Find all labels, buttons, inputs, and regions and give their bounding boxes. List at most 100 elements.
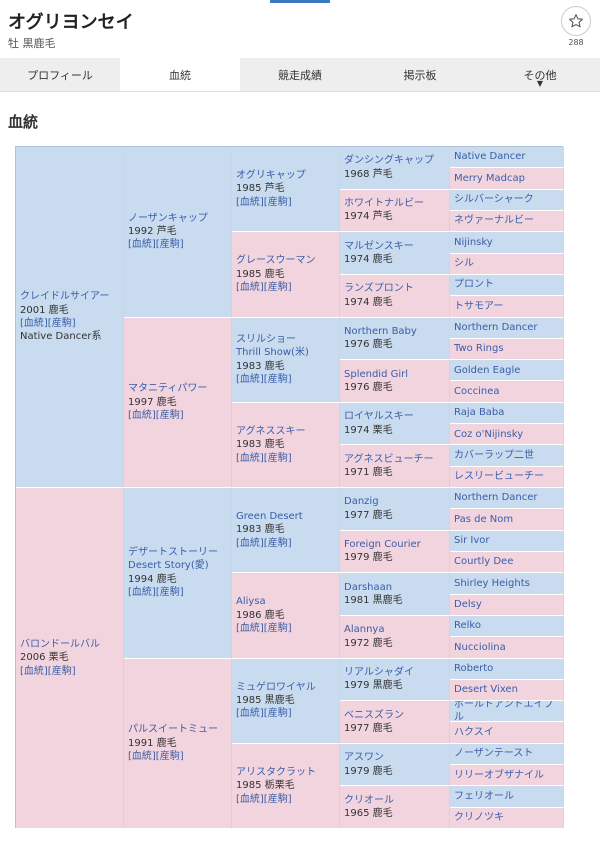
horse-name-link[interactable]: ダンシングキャップ <box>344 155 434 167</box>
horse-name-link[interactable]: ノーザンテースト <box>454 748 534 760</box>
horse-name-link[interactable]: Two Rings <box>454 343 504 355</box>
horse-name-link[interactable]: レスリービューチー <box>454 471 544 483</box>
horse-name-link[interactable]: Nijinsky <box>454 236 493 248</box>
pedigree-cell-gen5: カバーラップ二世 <box>450 445 564 467</box>
horse-name-link[interactable]: クレイドルサイアー <box>20 291 110 303</box>
horse-name-link[interactable]: Roberto <box>454 662 494 674</box>
pedigree-cell-gen5: Desert Vixen <box>450 679 564 702</box>
horse-name-link[interactable]: オグリキャップ <box>236 170 306 182</box>
pedigree-links[interactable]: [血統][産駒] <box>236 452 292 464</box>
pedigree-links[interactable]: [血統][産駒] <box>128 750 184 762</box>
horse-name-link[interactable]: Shirley Heights <box>454 577 530 589</box>
horse-name-link[interactable]: Desert Vixen <box>454 684 518 696</box>
horse-name-link[interactable]: アリスタクラット <box>236 766 316 778</box>
horse-name-link[interactable]: アスワン <box>344 752 384 764</box>
horse-name-link[interactable]: リリーオブザナイル <box>454 769 544 781</box>
horse-name-link[interactable]: Darshaan <box>344 581 393 593</box>
horse-name-link[interactable]: Northern Dancer <box>454 321 538 333</box>
pedigree-links[interactable]: [血統][産駒] <box>128 409 184 421</box>
horse-name-link[interactable]: Northern Dancer <box>454 492 538 504</box>
horse-name-link[interactable]: クリオール <box>344 794 394 806</box>
tab-pedigree[interactable]: 血統 <box>120 58 240 91</box>
pedigree-cell-gen3: スリルショー Thrill Show(米) 1983 鹿毛 [血統][産駒] <box>232 317 340 403</box>
horse-name-link[interactable]: Merry Madcap <box>454 172 526 184</box>
horse-name-link[interactable]: シル <box>454 258 474 270</box>
tab-profile[interactable]: プロフィール <box>0 58 120 91</box>
horse-name-link[interactable]: Coccinea <box>454 385 500 397</box>
horse-name-link[interactable]: アグネスビューチー <box>344 453 434 465</box>
pedigree-links[interactable]: [血統][産駒] <box>236 196 292 208</box>
horse-name-link[interactable]: シルバーシャーク <box>454 194 534 206</box>
pedigree-links[interactable]: [血統][産駒] <box>236 537 292 549</box>
horse-name-link[interactable]: Raja Baba <box>454 407 505 419</box>
horse-name-link[interactable]: Aliysa <box>236 596 266 608</box>
horse-name-link[interactable]: トサモアー <box>454 300 504 312</box>
horse-name-link[interactable]: バロンドールバル <box>20 638 100 650</box>
horse-name-link[interactable]: ハクスイ <box>454 726 494 738</box>
tab-race-results[interactable]: 競走成績 <box>240 58 360 91</box>
horse-name-link[interactable]: ネヴァーナルビー <box>454 215 534 227</box>
pedigree-links[interactable]: [血統][産駒] <box>236 708 292 720</box>
tab-label: 掲示板 <box>403 68 437 82</box>
pedigree-cell-gen2: ノーザンキャップ 1992 芦毛 [血統][産駒] <box>124 147 232 318</box>
horse-name-link[interactable]: Delsy <box>454 599 482 611</box>
horse-name-link[interactable]: Desert Story(愛) <box>128 560 209 572</box>
horse-name-link[interactable]: リアルシャダイ <box>344 666 414 678</box>
pedigree-links[interactable]: [血統][産駒] <box>236 374 292 386</box>
pedigree-cell-gen5: フェリオール <box>450 786 564 808</box>
pedigree-links[interactable]: [血統][産駒] <box>236 282 292 294</box>
horse-name-link[interactable]: Sir Ivor <box>454 535 490 547</box>
pedigree-links[interactable]: [血統][産駒] <box>20 318 76 329</box>
pedigree-cell-gen4: Splendid Girl 1976 鹿毛 <box>340 360 450 403</box>
horse-name-link[interactable]: Green Desert <box>236 511 303 523</box>
section-title: 血統 <box>8 113 39 131</box>
pedigree-cell-gen4: クリオール 1965 鹿毛 <box>340 786 450 829</box>
horse-name-link[interactable]: ランズプロント <box>344 283 414 295</box>
horse-name-link[interactable]: Foreign Courier <box>344 539 421 551</box>
pedigree-links[interactable]: [血統][産駒] <box>128 239 184 251</box>
horse-name-link[interactable]: デザートストーリー <box>128 546 218 558</box>
horse-name-link[interactable]: Danzig <box>344 496 379 508</box>
horse-name-link[interactable]: フェリオール <box>454 790 514 802</box>
birth-color: 1985 栃栗毛 <box>236 780 295 792</box>
horse-name-link[interactable]: Northern Baby <box>344 325 417 337</box>
horse-name-link[interactable]: Thrill Show(米) <box>236 347 309 359</box>
horse-name-link[interactable]: グレースウーマン <box>236 255 316 267</box>
horse-name-link[interactable]: マルゼンスキー <box>344 240 414 252</box>
horse-name-link[interactable]: マタニティパワー <box>128 383 208 395</box>
horse-name-link[interactable]: ホワイトナルビー <box>344 198 424 210</box>
pedigree-links[interactable]: [血統][産駒] <box>20 665 76 677</box>
horse-name-link[interactable]: ミュゲロワイヤル <box>236 681 316 693</box>
horse-name-link[interactable]: ノーザンキャップ <box>128 212 208 224</box>
horse-name-link[interactable]: Coz o'Nijinsky <box>454 428 524 440</box>
horse-name-link[interactable]: Nucciolina <box>454 641 506 653</box>
horse-name-link[interactable]: ボールドアンドエイブル <box>454 701 554 723</box>
tab-other[interactable]: その他 ▼ <box>480 58 600 91</box>
pedigree-links[interactable]: [血統][産駒] <box>236 793 292 805</box>
pedigree-cell-gen4: Darshaan 1981 黒鹿毛 <box>340 573 450 616</box>
pedigree-cell-gen5: リリーオブザナイル <box>450 765 564 787</box>
pedigree-links[interactable]: [血統][産駒] <box>128 587 184 599</box>
horse-name-link[interactable]: クリノツキ <box>454 812 504 824</box>
horse-name-link[interactable]: Relko <box>454 620 481 632</box>
horse-name-link[interactable]: Pas de Nom <box>454 513 514 525</box>
horse-name-link[interactable]: スリルショー <box>236 333 296 345</box>
birth-color: 1974 芦毛 <box>344 211 393 223</box>
top-accent-bar <box>270 0 330 3</box>
horse-name-link[interactable]: パルスイートミュー <box>128 724 218 736</box>
horse-name-link[interactable]: プロント <box>454 279 494 291</box>
horse-name-link[interactable]: Splendid Girl <box>344 368 409 380</box>
birth-color: 1972 鹿毛 <box>344 637 393 649</box>
pedigree-cell-gen3: ミュゲロワイヤル 1985 黒鹿毛 [血統][産駒] <box>232 658 340 744</box>
horse-name-link[interactable]: Golden Eagle <box>454 364 521 376</box>
tab-bbs[interactable]: 掲示板 <box>360 58 480 91</box>
horse-name-link[interactable]: アグネススキー <box>236 425 306 437</box>
pedigree-links[interactable]: [血統][産駒] <box>236 623 292 635</box>
horse-name-link[interactable]: カバーラップ二世 <box>454 449 534 461</box>
horse-name-link[interactable]: Courtly Dee <box>454 556 514 568</box>
horse-name-link[interactable]: ベニスズラン <box>344 709 404 721</box>
horse-name-link[interactable]: ロイヤルスキー <box>344 411 414 423</box>
favorite-button[interactable] <box>561 6 591 36</box>
horse-name-link[interactable]: Native Dancer <box>454 151 526 163</box>
horse-name-link[interactable]: Alannya <box>344 624 385 636</box>
